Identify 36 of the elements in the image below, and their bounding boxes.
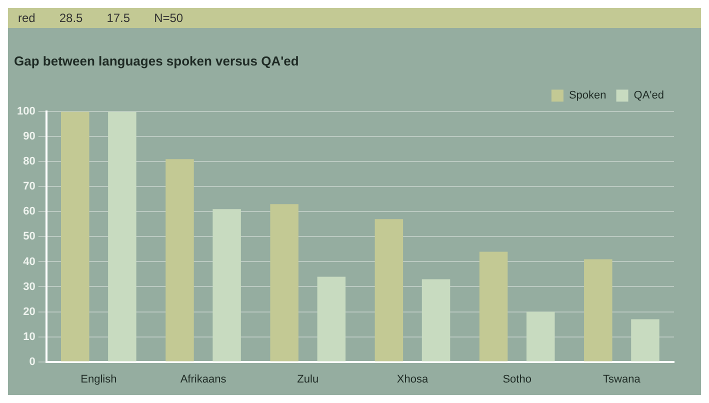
y-tick-label: 20	[23, 306, 36, 318]
x-tick-label: Tswana	[603, 373, 642, 386]
y-tick-label: 70	[23, 180, 36, 193]
bar	[108, 112, 136, 362]
legend-label: Spoken	[568, 90, 606, 102]
y-tick-label: 40	[23, 256, 36, 268]
y-tick-label: 50	[23, 230, 36, 243]
text: N=50	[154, 11, 184, 25]
x-tick-label: English	[80, 373, 117, 386]
text: 17.5	[106, 11, 130, 25]
bar	[479, 252, 508, 362]
y-tick-label: 90	[23, 130, 36, 143]
bar	[374, 219, 404, 362]
legend-label: QA'ed	[634, 90, 664, 102]
bar	[166, 159, 194, 362]
text: 28.5	[59, 11, 83, 25]
chart-title: Gap between languages spoken versus QA'ed	[14, 53, 299, 68]
y-tick-label: 80	[23, 156, 36, 168]
y-tick-label: 10	[23, 330, 36, 343]
x-tick-label: Afrikaans	[180, 373, 227, 386]
bar	[526, 312, 555, 362]
x-tick-label: Xhosa	[396, 373, 429, 386]
y-tick-label: 30	[23, 280, 36, 293]
bar	[584, 259, 612, 362]
bar	[212, 209, 241, 362]
x-tick-label: Zulu	[297, 373, 319, 386]
bar	[61, 112, 90, 362]
bar	[270, 204, 298, 362]
x-tick-label: Sotho	[502, 373, 532, 386]
y-tick-label: 100	[16, 106, 36, 118]
bar	[317, 276, 346, 362]
bar	[631, 319, 660, 362]
text: red	[18, 11, 36, 25]
bar	[422, 279, 450, 362]
y-tick-label: 0	[29, 356, 36, 368]
y-tick-label: 60	[23, 206, 36, 218]
